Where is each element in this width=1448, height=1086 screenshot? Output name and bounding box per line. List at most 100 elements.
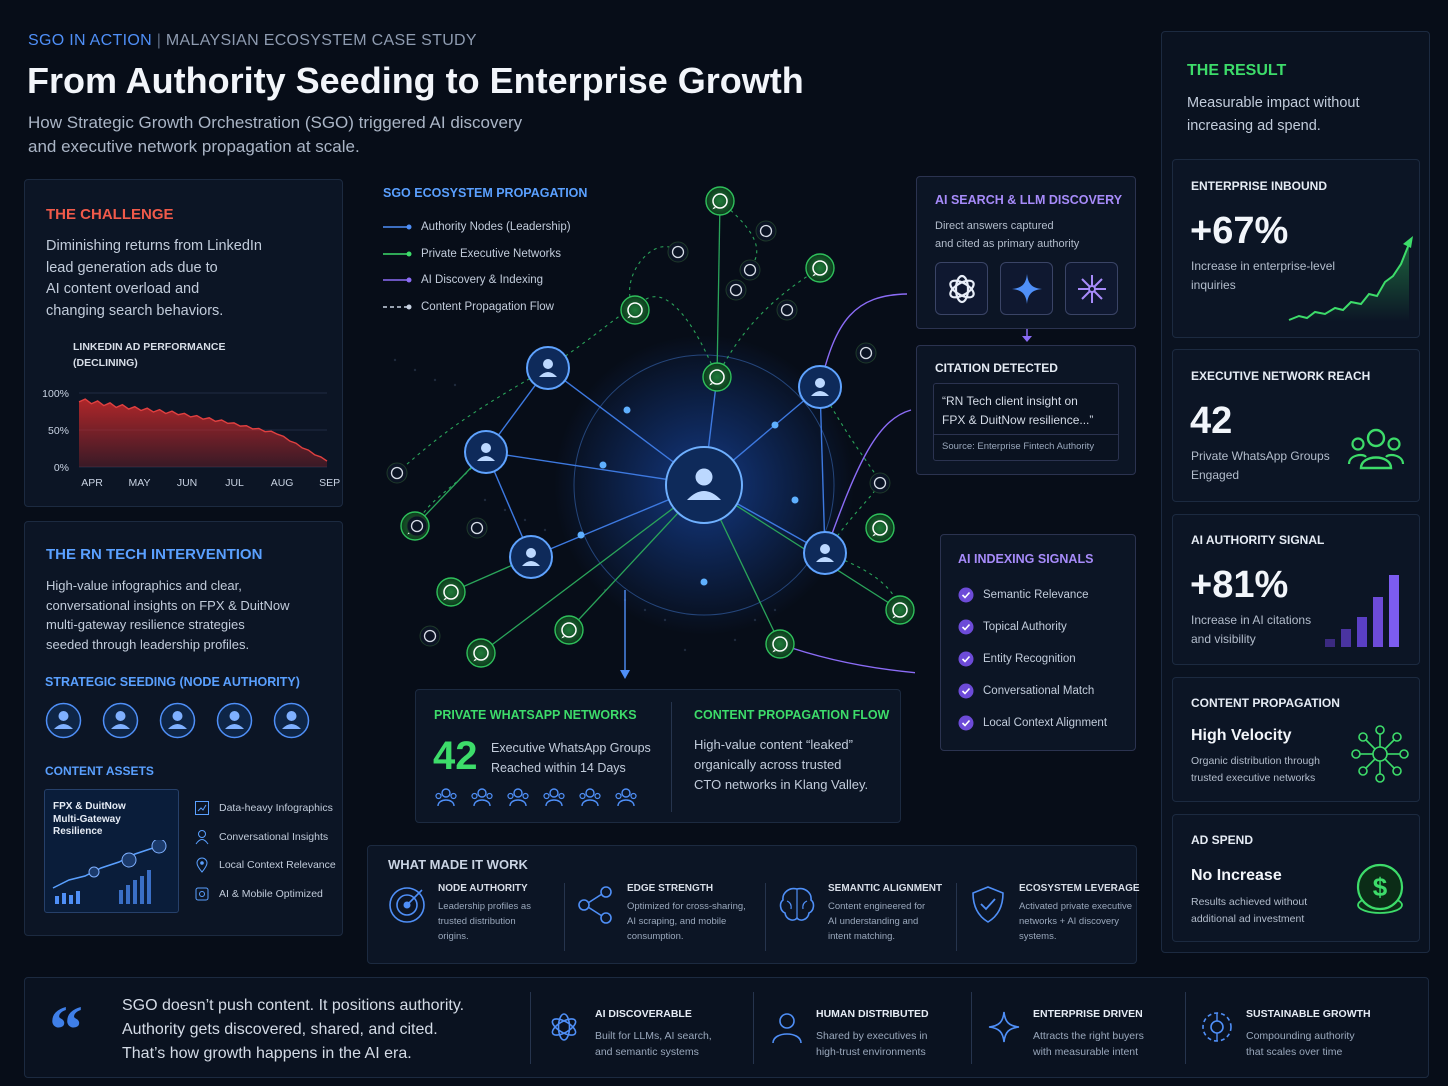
quote-divider xyxy=(934,434,1118,435)
down-arrow-icon xyxy=(1022,329,1032,342)
legend-item: Authority Nodes (Leadership) xyxy=(383,214,587,241)
growth-trend-chart xyxy=(1288,236,1413,322)
item-title: NODE AUTHORITY xyxy=(438,883,528,894)
desc-line: Compounding authority xyxy=(1246,1030,1355,1042)
challenge-title: THE CHALLENGE xyxy=(46,206,174,223)
header-kicker: SGO IN ACTION | MALAYSIAN ECOSYSTEM CASE… xyxy=(28,32,477,49)
whatsapp-icon xyxy=(755,220,777,242)
chart-title: LINKEDIN AD PERFORMANCE (DECLINING) xyxy=(73,339,225,371)
thumbnail-graphic xyxy=(52,840,167,904)
indexing-item: Local Context Alignment xyxy=(958,707,1107,739)
ai-search-line: and cited as primary authority xyxy=(935,237,1080,250)
result-line: Measurable impact without xyxy=(1187,95,1360,111)
network-hub-icon xyxy=(1351,725,1409,783)
indexing-list: Semantic Relevance Topical Authority Ent… xyxy=(958,579,1107,739)
whatsapp-text: Executive WhatsApp Groups Reached within… xyxy=(491,738,651,778)
flow-text: High-value content “leaked” organically … xyxy=(694,735,868,795)
challenge-line: changing search behaviors. xyxy=(46,302,224,319)
mobile-icon xyxy=(195,887,209,901)
desc-line: consumption. xyxy=(627,931,684,942)
node-authority-item: NODE AUTHORITY Leadership profiles as tru… xyxy=(386,883,564,951)
card-value: High Velocity xyxy=(1191,727,1292,744)
intervention-line: conversational insights on FPX & DuitNow xyxy=(46,597,290,613)
challenge-panel: THE CHALLENGE Diminishing returns from L… xyxy=(24,179,343,507)
legend-item: Content Propagation Flow xyxy=(383,294,587,321)
desc-line: Results achieved without xyxy=(1191,896,1308,908)
card-value: No Increase xyxy=(1191,867,1282,884)
brain-icon xyxy=(779,887,815,921)
footer-quote-line: SGO doesn’t push content. It positions a… xyxy=(122,997,465,1014)
executive-reach-card: EXECUTIVE NETWORK REACH 42 Private Whats… xyxy=(1172,349,1420,502)
desc-line: Attracts the right buyers xyxy=(1033,1030,1144,1042)
whatsapp-icon xyxy=(386,462,408,484)
kicker-in-action: IN ACTION xyxy=(69,32,152,49)
x-tick-label: JUL xyxy=(225,477,244,489)
propagation-title: SGO ECOSYSTEM PROPAGATION xyxy=(383,186,588,200)
intervention-panel: THE RN TECH INTERVENTION High-value info… xyxy=(24,521,343,936)
legend-label: AI Discovery & Indexing xyxy=(421,274,544,287)
result-line: increasing ad spend. xyxy=(1187,117,1321,134)
made-it-work-items: NODE AUTHORITY Leadership profiles as tru… xyxy=(386,883,1157,951)
legend-label: Private Executive Networks xyxy=(421,247,561,260)
intervention-title: THE RN TECH INTERVENTION xyxy=(46,546,263,563)
page-subtitle: How Strategic Growth Orchestration (SGO)… xyxy=(28,111,522,159)
desc-line: networks + AI discovery xyxy=(1019,916,1120,927)
indexing-item: Entity Recognition xyxy=(958,643,1107,675)
quote-mark-icon: “ xyxy=(49,991,83,1067)
challenge-line: Diminishing returns from LinkedIn xyxy=(46,238,262,254)
made-it-work-title: WHAT MADE IT WORK xyxy=(388,857,528,872)
central-node-body xyxy=(687,491,721,500)
footer-divider xyxy=(1185,992,1186,1064)
seeding-title: STRATEGIC SEEDING (NODE AUTHORITY) xyxy=(45,675,300,689)
group-icons xyxy=(435,786,637,808)
indexing-label: Semantic Relevance xyxy=(983,589,1089,601)
ai-engine-icons xyxy=(935,262,1118,315)
ai-search-line: Direct answers captured xyxy=(935,220,1054,232)
legend-line-dashed xyxy=(383,304,412,310)
what-made-it-work-panel: WHAT MADE IT WORK NODE AUTHORITY Leaders… xyxy=(367,845,1140,964)
citation-source: Source: Enterprise Fintech Authority xyxy=(942,441,1095,452)
avatar xyxy=(159,702,196,739)
check-icon xyxy=(958,651,974,667)
intervention-line: multi-gateway resilience strategies xyxy=(46,617,245,632)
citation-quote-box: “RN Tech client insight on FPX & DuitNow… xyxy=(933,383,1119,461)
footer-panel: “ SGO doesn’t push content. It positions… xyxy=(24,977,1429,1078)
person-icon xyxy=(772,1013,802,1044)
junction-dots xyxy=(577,406,799,586)
whatsapp-line: Reached within 14 Days xyxy=(491,761,626,775)
asset-item: Conversational Insights xyxy=(194,823,336,852)
card-label: ENTERPRISE INBOUND xyxy=(1191,179,1328,193)
infographic-thumbnail: FPX & DuitNow Multi-Gateway Resilience xyxy=(44,789,179,913)
ai-authority-card: AI AUTHORITY SIGNAL +81% Increase in AI … xyxy=(1172,514,1420,665)
whatsapp-icon xyxy=(466,517,488,539)
panel-divider xyxy=(671,702,672,812)
subtitle-line-2: and executive network propagation at sca… xyxy=(28,137,360,156)
group-icon xyxy=(1347,428,1405,470)
check-icon xyxy=(958,683,974,699)
desc-line: origins. xyxy=(438,931,469,942)
whatsapp-icon xyxy=(436,577,466,607)
challenge-text: Diminishing returns from LinkedIn lead g… xyxy=(46,236,262,322)
citation-title: CITATION DETECTED xyxy=(935,361,1058,375)
footer-item-title: HUMAN DISTRIBUTED xyxy=(816,1008,929,1020)
result-subtitle: Measurable impact without increasing ad … xyxy=(1187,92,1359,137)
footer-divider xyxy=(753,992,754,1064)
desc-line: trusted executive networks xyxy=(1191,771,1316,784)
desc-line: inquiries xyxy=(1191,278,1236,292)
whatsapp-icon xyxy=(406,515,428,537)
authority-nodes xyxy=(464,346,847,579)
footer-item-desc: Built for LLMs, AI search, and semantic s… xyxy=(595,1028,712,1060)
whatsapp-icon xyxy=(466,638,496,668)
citation-quote: “RN Tech client insight on FPX & DuitNow… xyxy=(942,392,1093,430)
whatsapp-number: 42 xyxy=(433,734,478,778)
performance-area xyxy=(79,399,327,467)
indexing-item: Topical Authority xyxy=(958,611,1107,643)
legend-label: Content Propagation Flow xyxy=(421,300,554,313)
indexing-item: Semantic Relevance xyxy=(958,579,1107,611)
desc-line: trusted distribution xyxy=(438,916,516,927)
asset-list: Data-heavy Infographics Conversational I… xyxy=(194,794,336,908)
legend-label: Authority Nodes (Leadership) xyxy=(421,221,571,234)
ad-spend-card: AD SPEND No Increase Results achieved wi… xyxy=(1172,814,1420,942)
item-divider xyxy=(564,883,565,951)
whatsapp-nodes xyxy=(386,186,915,668)
